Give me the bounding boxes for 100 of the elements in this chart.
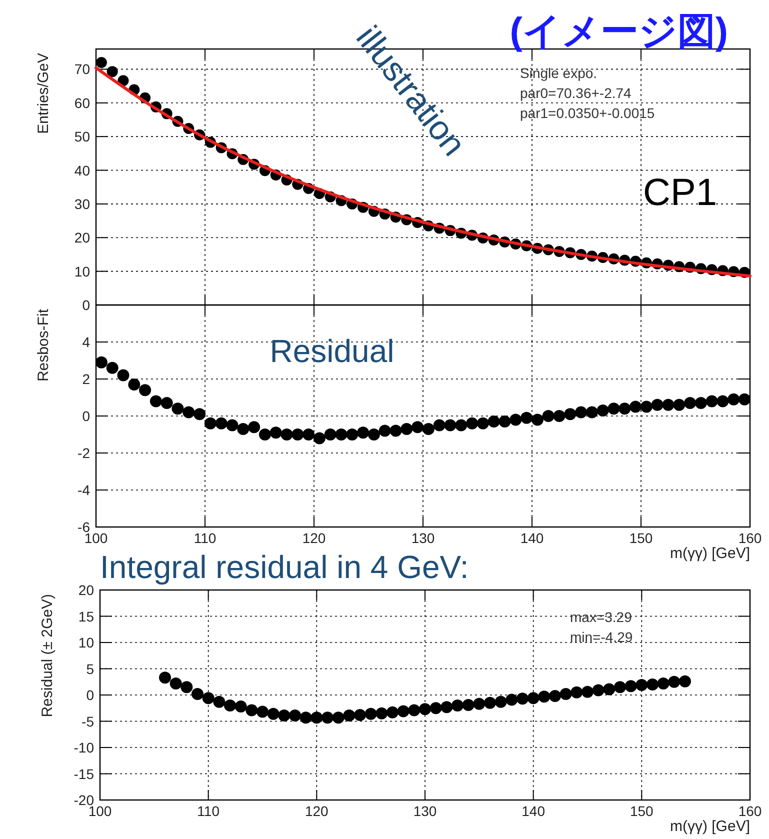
point [624, 680, 637, 692]
point [346, 428, 358, 440]
point [679, 675, 691, 688]
chart-title: (イメージ図) [510, 11, 728, 53]
point [596, 404, 609, 416]
annotation: min=-4.29 [570, 629, 633, 645]
point [378, 424, 391, 437]
y-tick-label: 10 [74, 263, 90, 280]
point [538, 690, 550, 703]
y-tick-label: 50 [74, 128, 90, 145]
point [313, 432, 326, 444]
point [728, 393, 740, 406]
point [668, 676, 680, 688]
point [258, 428, 271, 440]
point [332, 712, 344, 724]
point [651, 398, 664, 411]
point [368, 428, 380, 440]
point [476, 417, 489, 430]
annotation: max=3.29 [570, 609, 632, 625]
annotation: CP1 [643, 172, 717, 214]
point [520, 412, 533, 424]
point [386, 706, 398, 718]
point [684, 397, 696, 410]
point [488, 416, 500, 428]
x-axis-title: m(γγ) [GeV] [670, 818, 750, 835]
y-tick-label: 0 [82, 297, 90, 313]
point [213, 696, 226, 708]
point [640, 400, 652, 413]
y-tick-label: -15 [74, 766, 94, 782]
point [542, 410, 554, 422]
point [180, 681, 193, 694]
point [412, 421, 424, 434]
point [614, 681, 626, 694]
point [630, 400, 642, 413]
point [202, 692, 214, 704]
point [289, 709, 301, 722]
point [498, 416, 511, 428]
point [608, 402, 620, 415]
point [354, 708, 366, 721]
point [170, 677, 182, 690]
point [160, 397, 173, 410]
y-tick-label: 10 [78, 634, 94, 650]
point [237, 422, 250, 435]
point [575, 406, 588, 418]
y-tick-label: -10 [74, 740, 94, 756]
y-tick-label: 0 [82, 408, 90, 424]
x-axis-title: m(γγ) [GeV] [670, 545, 750, 562]
x-tick-label: 150 [629, 530, 653, 546]
point [234, 700, 247, 713]
point [618, 402, 631, 415]
y-axis-title: Resbos-Fit [35, 308, 52, 382]
point [646, 678, 658, 690]
point [400, 422, 413, 435]
point [582, 686, 594, 698]
x-tick-label: 110 [194, 530, 216, 546]
point [422, 422, 434, 435]
x-tick-label: 120 [304, 803, 329, 819]
annotation: Residual [270, 333, 394, 369]
point [553, 410, 566, 422]
y-tick-label: -2 [78, 445, 90, 461]
point [278, 709, 290, 722]
y-tick-label: 30 [74, 196, 90, 212]
point [636, 679, 648, 692]
point [150, 395, 162, 408]
point [560, 688, 572, 700]
point [95, 356, 108, 368]
point [527, 692, 540, 704]
point [390, 424, 402, 437]
point [466, 417, 478, 430]
y-tick-label: 2 [82, 371, 90, 387]
point [300, 712, 312, 724]
point [322, 712, 334, 724]
point [706, 395, 718, 408]
point [694, 397, 707, 410]
y-tick-label: 15 [78, 608, 94, 624]
point [310, 712, 323, 724]
point [364, 708, 377, 720]
point [433, 419, 446, 432]
x-tick-label: 110 [197, 803, 220, 819]
point [564, 408, 576, 420]
point [586, 406, 598, 418]
y-tick-label: 70 [74, 61, 90, 78]
chart-title: Integral residual in 4 GeV: [100, 549, 469, 585]
point [570, 686, 583, 698]
point [292, 428, 304, 440]
point [662, 398, 674, 411]
y-tick-label: 20 [74, 230, 90, 246]
point [473, 698, 486, 710]
point [172, 402, 184, 415]
annotation: Single expo. [520, 65, 598, 81]
point [455, 419, 468, 432]
x-tick-label: 160 [738, 530, 762, 546]
x-tick-label: 130 [411, 530, 435, 546]
point [267, 708, 280, 720]
point [462, 698, 474, 711]
point [510, 414, 522, 426]
point [256, 706, 268, 718]
x-tick-label: 120 [302, 530, 326, 546]
y-axis-title: Entries/GeV [35, 53, 52, 134]
point [280, 428, 293, 440]
